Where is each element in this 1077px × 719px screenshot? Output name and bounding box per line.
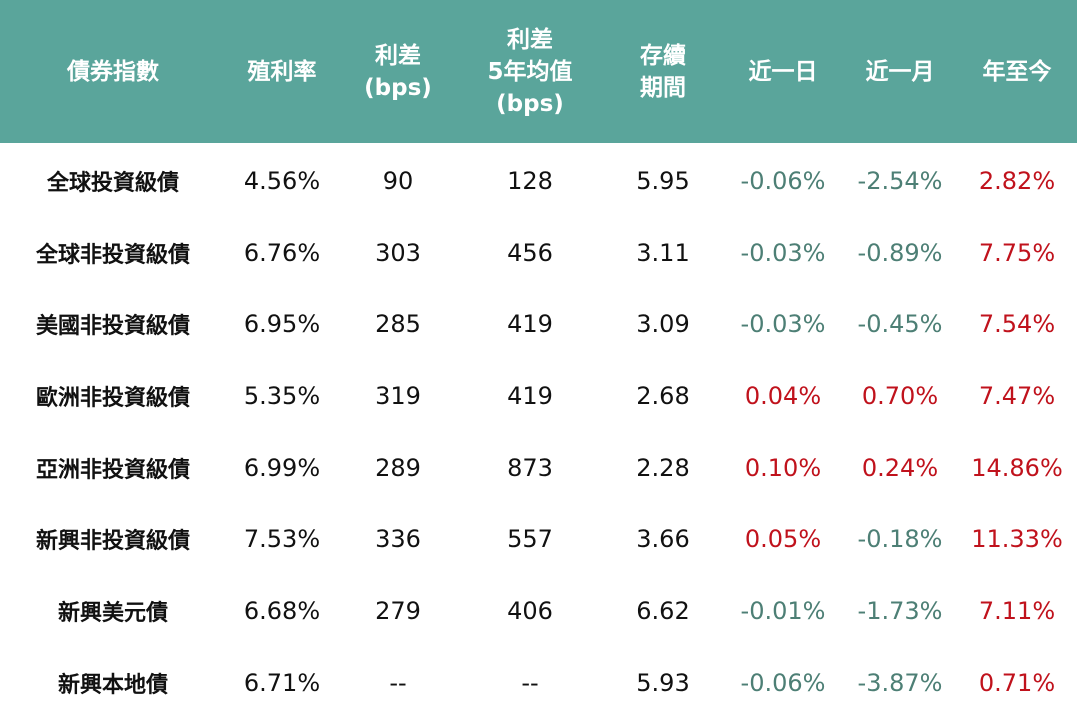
cell-value: 0.05% — [744, 525, 822, 554]
cell-value: 0.10% — [744, 453, 822, 482]
cell-value: 90 — [382, 166, 414, 195]
cell-value: -0.03% — [740, 310, 826, 339]
cell-value: 4.56% — [243, 166, 321, 195]
header-cell: 年至今 — [958, 0, 1076, 143]
cell-value: 3.66 — [636, 525, 690, 554]
header-cell: 利差 5年均值 (bps) — [455, 0, 605, 143]
cell-value: 6.71% — [243, 668, 321, 697]
header-line: 期間 — [640, 74, 686, 101]
cell-value: 0.71% — [978, 668, 1056, 697]
cell-value: 7.11% — [978, 597, 1056, 626]
cell-value: 7.47% — [978, 381, 1056, 410]
cell-value: -0.06% — [740, 668, 826, 697]
cell-value: 128 — [507, 166, 553, 195]
cell-value: -1.73% — [857, 597, 943, 626]
cell-value: 11.33% — [971, 525, 1063, 554]
row-label: 新興美元債 — [57, 601, 168, 627]
cell-value: 0.04% — [744, 381, 822, 410]
cell-value: 0.70% — [861, 381, 939, 410]
cell-value: 319 — [375, 381, 421, 410]
cell-value: 6.76% — [243, 238, 321, 267]
header-line: 債券指數 — [67, 58, 159, 85]
row-label: 美國非投資級債 — [35, 314, 190, 340]
cell-value: 2.82% — [978, 166, 1056, 195]
cell-value: 873 — [507, 453, 553, 482]
header-cell: 近一月 — [840, 0, 960, 143]
cell-value: -2.54% — [857, 166, 943, 195]
cell-value: -0.01% — [740, 597, 826, 626]
cell-value: 419 — [507, 381, 553, 410]
header-line: 殖利率 — [247, 58, 317, 85]
cell-value: 0.24% — [861, 453, 939, 482]
cell-value: 3.11 — [636, 238, 690, 267]
cell-value: 336 — [375, 525, 421, 554]
cell-value: -- — [389, 668, 407, 697]
cell-value: 279 — [375, 597, 421, 626]
cell-value: 6.99% — [243, 453, 321, 482]
cell-value: 289 — [375, 453, 421, 482]
header-line: 5年均值 — [487, 58, 573, 85]
cell-value: 557 — [507, 525, 553, 554]
header-bar — [0, 0, 1077, 143]
row-label: 亞洲非投資級債 — [35, 457, 190, 483]
cell-value: -0.45% — [857, 310, 943, 339]
header-cell: 近一日 — [723, 0, 843, 143]
cell-value: 303 — [375, 238, 421, 267]
header-line: 利差 — [375, 42, 421, 69]
header-line: 利差 — [507, 26, 553, 53]
cell-value: 6.62 — [636, 597, 690, 626]
row-label: 全球投資級債 — [46, 170, 179, 196]
header-cell: 存續 期間 — [608, 0, 718, 143]
cell-value: 419 — [507, 310, 553, 339]
header-line: (bps) — [364, 74, 432, 101]
header-cell: 殖利率 — [222, 0, 342, 143]
header-line: (bps) — [496, 90, 564, 117]
row-label: 新興本地債 — [57, 672, 168, 698]
cell-value: 6.68% — [243, 597, 321, 626]
cell-value: 2.68 — [636, 381, 690, 410]
cell-value: 3.09 — [636, 310, 690, 339]
cell-value: 6.95% — [243, 310, 321, 339]
cell-value: 7.53% — [243, 525, 321, 554]
header-cell: 債券指數 — [8, 0, 218, 143]
cell-value: -0.89% — [857, 238, 943, 267]
header-cell: 利差 (bps) — [343, 0, 453, 143]
cell-value: 7.75% — [978, 238, 1056, 267]
cell-value: 456 — [507, 238, 553, 267]
row-label: 全球非投資級債 — [35, 242, 190, 268]
cell-value: 5.93 — [636, 668, 690, 697]
cell-value: -0.03% — [740, 238, 826, 267]
cell-value: 7.54% — [978, 310, 1056, 339]
cell-value: 285 — [375, 310, 421, 339]
row-label: 新興非投資級債 — [35, 529, 190, 555]
cell-value: 2.28 — [636, 453, 690, 482]
header-line: 年至今 — [982, 58, 1052, 85]
cell-value: -3.87% — [857, 668, 943, 697]
header-line: 近一月 — [865, 58, 935, 85]
header-line: 存續 — [640, 42, 686, 69]
cell-value: 5.95 — [636, 166, 690, 195]
cell-value: 406 — [507, 597, 553, 626]
cell-value: -- — [521, 668, 539, 697]
cell-value: -0.06% — [740, 166, 826, 195]
header-line: 近一日 — [748, 58, 818, 85]
cell-value: 5.35% — [243, 381, 321, 410]
row-label: 歐洲非投資級債 — [35, 385, 190, 411]
cell-value: 14.86% — [971, 453, 1063, 482]
cell-value: -0.18% — [857, 525, 943, 554]
